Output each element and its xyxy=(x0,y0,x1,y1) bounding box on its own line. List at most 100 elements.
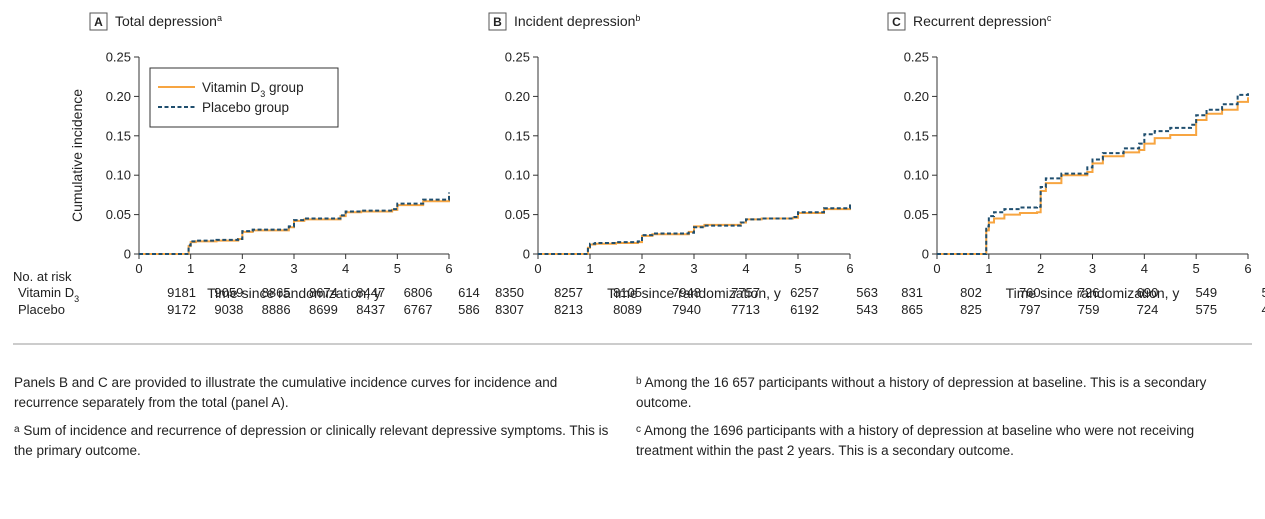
panel-a-letter-box xyxy=(89,12,108,31)
panel-c-at-risk-vitamin-value: 51 xyxy=(1262,285,1265,300)
panel-b-letter: B xyxy=(493,15,502,29)
panel-a-at-risk-vitamin-value: 8674 xyxy=(309,285,338,300)
panel-c-at-risk-vitamin-value: 831 xyxy=(901,285,923,300)
panel-b-at-risk-placebo-value: 8307 xyxy=(495,302,524,317)
note-a-mark: a xyxy=(14,424,20,435)
figure: A Total depressiona 0 0.05 0.10 0.15 0.20 0.25 0… xyxy=(13,12,1265,345)
note-a-text: Sum of incidence and recurrence of depre… xyxy=(14,423,609,458)
at-risk-header: No. at risk xyxy=(13,269,72,284)
note-a: a Sum of incidence and recurrence of dep… xyxy=(14,421,614,461)
legend-vitamin-suffix: group xyxy=(265,80,303,95)
panel-a-y-tick-label: 0.15 xyxy=(106,128,131,143)
note-b-text: Among the 16 657 participants without a … xyxy=(636,375,1207,410)
panel-c-y-tick-label: 0.15 xyxy=(904,128,929,143)
panel-b-at-risk-placebo-value: 7713 xyxy=(731,302,760,317)
panel-c-y-tick-label: 0.25 xyxy=(904,50,929,65)
panel-a-at-risk-placebo-value: 6767 xyxy=(404,302,433,317)
panel-b-at-risk-vitamin-value: 7948 xyxy=(672,285,701,300)
panel-a-title: Total depressiona xyxy=(115,13,222,29)
panel-c-x-tick-label: 6 xyxy=(1244,261,1251,276)
panel-b-at-risk-vitamin-value: 6257 xyxy=(790,285,819,300)
panel-b-at-risk-placebo-value: 8213 xyxy=(554,302,583,317)
note-intro: Panels B and C are provided to illustrat… xyxy=(14,375,558,410)
panel-b-y-tick-label: 0.15 xyxy=(505,128,530,143)
panel-b-y-tick-label: 0.10 xyxy=(505,168,530,183)
panel-b-x-tick-label: 1 xyxy=(586,261,593,276)
legend-box xyxy=(149,67,339,128)
panel-a-at-risk-placebo-value: 586 xyxy=(458,302,480,317)
panel-b-at-risk-placebo-value: 7940 xyxy=(672,302,701,317)
panel-b-y-tick-label: 0.25 xyxy=(505,50,530,65)
panel-a-at-risk-vitamin-value: 614 xyxy=(458,285,480,300)
panel-a-x-tick-label: 4 xyxy=(342,261,349,276)
panel-a-x-tick-label: 0 xyxy=(135,261,142,276)
panel-b-x-tick-label: 4 xyxy=(742,261,749,276)
panel-c-letter: C xyxy=(892,15,901,29)
panel-c-at-risk-placebo-value: 865 xyxy=(901,302,923,317)
note-c-text: Among the 1696 participants with a histo… xyxy=(636,423,1195,458)
panel-b-placebo-series-line xyxy=(538,202,851,255)
panel-a-y-axis-label: Cumulative incidence xyxy=(69,89,85,222)
panel-c-at-risk-placebo-value: 43 xyxy=(1262,302,1265,317)
at-risk-row-placebo-label: Placebo xyxy=(18,302,65,317)
panel-c-x-tick-label: 2 xyxy=(1037,261,1044,276)
panel-b-at-risk-placebo-value: 543 xyxy=(856,302,878,317)
panel-c-at-risk-placebo-value: 575 xyxy=(1195,302,1217,317)
panel-b-at-risk-vitamin-value: 563 xyxy=(856,285,878,300)
panel-b-at-risk-vitamin-value: 8350 xyxy=(495,285,524,300)
panel-c-at-risk-vitamin-value: 690 xyxy=(1137,285,1159,300)
panel-c-x-tick-label: 4 xyxy=(1141,261,1148,276)
panel-b-x-tick-label: 3 xyxy=(690,261,697,276)
panel-a-title-footnote: a xyxy=(217,13,222,23)
panel-c-at-risk-vitamin-value: 549 xyxy=(1195,285,1217,300)
panel-c-title: Recurrent depressionc xyxy=(913,13,1052,29)
panel-a-x-tick-label: 2 xyxy=(239,261,246,276)
panel-b-x-tick-label: 0 xyxy=(534,261,541,276)
panel-c-at-risk-vitamin-value: 802 xyxy=(960,285,982,300)
panel-b-at-risk-vitamin-value: 7757 xyxy=(731,285,760,300)
panel-b-at-risk-vitamin-value: 8105 xyxy=(613,285,642,300)
panel-c-title-footnote: c xyxy=(1047,13,1052,23)
panel-c-x-tick-label: 3 xyxy=(1089,261,1096,276)
panel-a-at-risk-vitamin-value: 8447 xyxy=(356,285,385,300)
panel-a-at-risk-vitamin-value: 9181 xyxy=(167,285,196,300)
panel-c-placebo-series-line xyxy=(937,93,1249,255)
panel-b-at-risk-placebo-value: 6192 xyxy=(790,302,819,317)
panel-c-at-risk-placebo-value: 724 xyxy=(1137,302,1159,317)
legend-vitamin-subscript: 3 xyxy=(260,89,265,99)
panel-a-at-risk-placebo-value: 9038 xyxy=(214,302,243,317)
note-c-mark: c xyxy=(636,424,641,435)
panel-a-at-risk-vitamin-value: 6806 xyxy=(404,285,433,300)
panel-b-title-footnote: b xyxy=(635,13,640,23)
note-b: b Among the 16 657 participants without … xyxy=(636,373,1251,413)
panel-c-x-axis-label: Time since randomization, y xyxy=(1006,285,1180,301)
footnotes-left: Panels B and C are provided to illustrat… xyxy=(14,373,614,469)
panel-a-y-tick-label: 0.25 xyxy=(106,50,131,65)
panel-c-y-tick-label: 0.05 xyxy=(904,207,929,222)
panel-c-y-tick-label: 0.20 xyxy=(904,89,929,104)
panel-c-at-risk-vitamin-value: 726 xyxy=(1078,285,1100,300)
panel-c-y-tick-label: 0.10 xyxy=(904,168,929,183)
panel-c-at-risk-vitamin-value: 760 xyxy=(1019,285,1041,300)
panel-c-at-risk-placebo-value: 825 xyxy=(960,302,982,317)
panel-a-x-tick-label: 5 xyxy=(394,261,401,276)
panel-c-at-risk-placebo-value: 797 xyxy=(1019,302,1041,317)
panel-c-x-tick-label: 1 xyxy=(985,261,992,276)
panel-b-y-tick-label: 0 xyxy=(523,247,530,262)
panel-b-x-tick-label: 6 xyxy=(846,261,853,276)
panel-a-x-tick-label: 3 xyxy=(290,261,297,276)
at-risk-row-vitamin-label: Vitamin D3 xyxy=(18,285,79,304)
panel-a-at-risk-placebo-value: 8886 xyxy=(262,302,291,317)
panel-a-at-risk-placebo-value: 9172 xyxy=(167,302,196,317)
panel-c-vitamin-series-line xyxy=(937,97,1249,255)
panel-b-y-tick-label: 0.05 xyxy=(505,207,530,222)
panel-b-x-tick-label: 2 xyxy=(638,261,645,276)
panel-b-letter-box xyxy=(488,12,507,31)
panel-b-at-risk-vitamin-value: 8257 xyxy=(554,285,583,300)
panel-b-x-tick-label: 5 xyxy=(794,261,801,276)
panel-b-title: Incident depressionb xyxy=(514,13,640,29)
panel-c-x-tick-label: 5 xyxy=(1193,261,1200,276)
panel-b-x-axis-label: Time since randomization, y xyxy=(607,285,781,301)
panel-a-x-tick-label: 6 xyxy=(445,261,452,276)
panel-a-y-tick-label: 0.10 xyxy=(106,168,131,183)
